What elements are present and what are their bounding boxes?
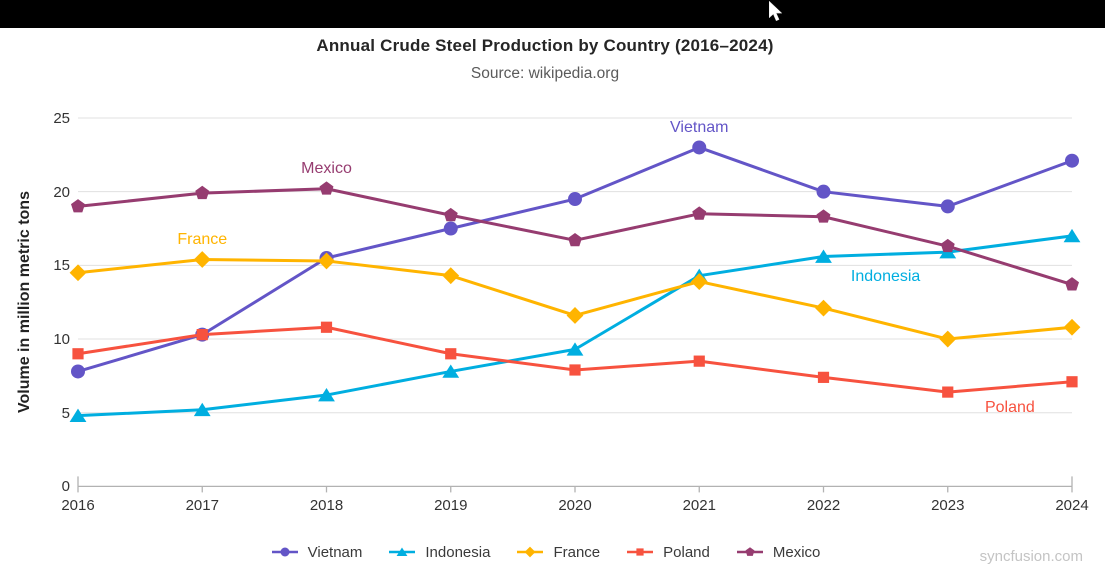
y-axis-label: 15 bbox=[53, 257, 70, 275]
mouse-cursor bbox=[769, 1, 783, 22]
y-axis-label: 20 bbox=[53, 183, 70, 201]
legend-label: Indonesia bbox=[425, 543, 491, 561]
poland-line-marker-icon bbox=[627, 548, 654, 556]
series-label-vietnam: Vietnam bbox=[670, 118, 729, 136]
legend-item-vietnam[interactable]: Vietnam bbox=[270, 543, 363, 561]
y-axis-label: 5 bbox=[61, 404, 70, 422]
legend-label: Vietnam bbox=[307, 543, 363, 561]
y-axis-label: 0 bbox=[61, 478, 70, 496]
legend: Vietnam Indonesia France Poland Mexico bbox=[0, 540, 1090, 564]
mexico-line-marker-icon bbox=[736, 547, 763, 556]
legend-label: Mexico bbox=[772, 543, 821, 561]
chart-title: Annual Crude Steel Production by Country… bbox=[316, 36, 774, 55]
x-axis-label: 2016 bbox=[61, 497, 95, 514]
legend-label: France bbox=[553, 543, 601, 561]
chart-subtitle: Source: wikipedia.org bbox=[470, 65, 620, 82]
legend-item-indonesia[interactable]: Indonesia bbox=[387, 544, 490, 561]
top-black-bar bbox=[0, 0, 1105, 28]
x-axis-label: 2020 bbox=[558, 497, 592, 514]
x-axis-label: 2022 bbox=[806, 497, 841, 514]
x-axis-label: 2018 bbox=[309, 497, 344, 514]
x-axis-label: 2021 bbox=[682, 497, 716, 514]
legend-item-france[interactable]: France bbox=[515, 544, 600, 561]
series-label-france: France bbox=[177, 230, 228, 248]
series-label-poland: Poland bbox=[984, 399, 1035, 417]
series-label-indonesia: Indonesia bbox=[850, 268, 921, 286]
y-axis-label: 25 bbox=[53, 110, 70, 127]
watermark: syncfusion.com bbox=[979, 548, 1083, 565]
legend-item-mexico[interactable]: Mexico bbox=[735, 543, 821, 561]
indonesia-line-marker-icon bbox=[389, 547, 416, 557]
x-axis-label: 2023 bbox=[931, 497, 965, 514]
x-axis-label: 2024 bbox=[1055, 497, 1089, 514]
vietnam-line-marker-icon bbox=[271, 547, 298, 557]
series-label-mexico: Mexico bbox=[301, 159, 352, 177]
legend-item-poland[interactable]: Poland bbox=[625, 544, 710, 561]
legend-label: Poland bbox=[663, 543, 710, 561]
y-axis-label: 10 bbox=[53, 331, 70, 349]
x-axis-label: 2017 bbox=[185, 497, 219, 514]
france-line-marker-icon bbox=[517, 546, 544, 558]
x-axis-label: 2019 bbox=[434, 497, 468, 514]
